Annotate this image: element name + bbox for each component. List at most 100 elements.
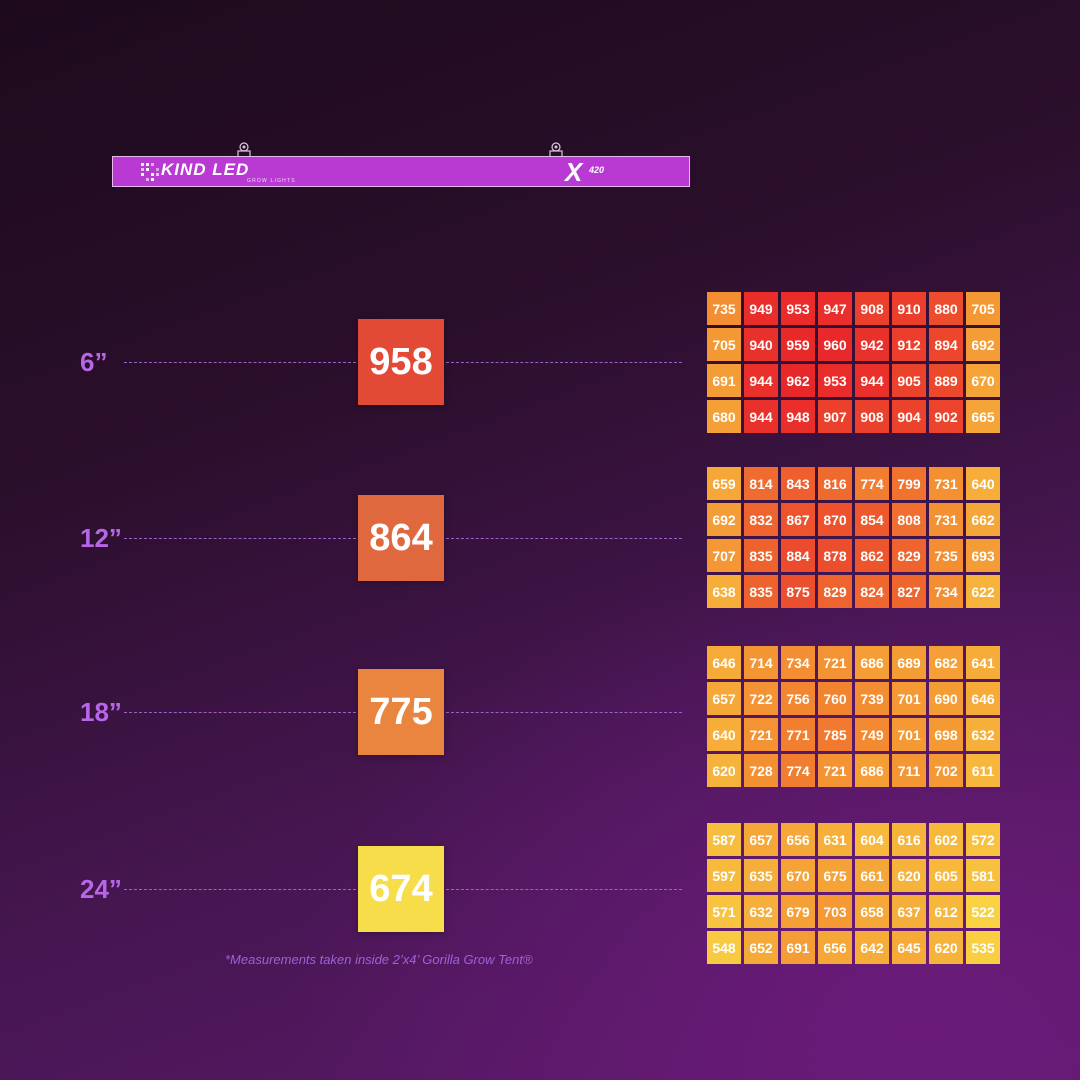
heatmap-cell: 832 bbox=[744, 503, 778, 536]
average-ppfd-box: 958 bbox=[358, 319, 444, 405]
heatmap-cell: 894 bbox=[929, 328, 963, 361]
heatmap-cell: 640 bbox=[966, 467, 1000, 500]
heatmap-cell: 905 bbox=[892, 364, 926, 397]
heatmap-cell: 705 bbox=[966, 292, 1000, 325]
height-label: 24” bbox=[80, 874, 122, 904]
heatmap-cell: 686 bbox=[855, 646, 889, 679]
heatmap-cell: 597 bbox=[707, 859, 741, 892]
heatmap-cell: 722 bbox=[744, 682, 778, 715]
heatmap-cell: 661 bbox=[855, 859, 889, 892]
heatmap-cell: 658 bbox=[855, 895, 889, 928]
heatmap-cell: 827 bbox=[892, 575, 926, 608]
heatmap-cell: 940 bbox=[744, 328, 778, 361]
heatmap-cell: 908 bbox=[855, 400, 889, 433]
heatmap-cell: 799 bbox=[892, 467, 926, 500]
heatmap-cell: 944 bbox=[744, 400, 778, 433]
heatmap-cell: 602 bbox=[929, 823, 963, 856]
heatmap-cell: 843 bbox=[781, 467, 815, 500]
dashed-guide-line bbox=[124, 362, 356, 363]
hanger-hook-icon bbox=[549, 142, 563, 157]
heatmap-cell: 735 bbox=[929, 539, 963, 572]
heatmap-cell: 734 bbox=[929, 575, 963, 608]
heatmap-cell: 756 bbox=[781, 682, 815, 715]
heatmap-cell: 862 bbox=[855, 539, 889, 572]
height-label: 18” bbox=[80, 697, 122, 727]
heatmap-cell: 692 bbox=[707, 503, 741, 536]
heatmap-cell: 646 bbox=[966, 682, 1000, 715]
heatmap-cell: 571 bbox=[707, 895, 741, 928]
heatmap-cell: 645 bbox=[892, 931, 926, 964]
heatmap-cell: 620 bbox=[929, 931, 963, 964]
heatmap-cell: 728 bbox=[744, 754, 778, 787]
heatmap-cell: 659 bbox=[707, 467, 741, 500]
heatmap-cell: 692 bbox=[966, 328, 1000, 361]
heatmap-cell: 774 bbox=[781, 754, 815, 787]
heatmap-cell: 620 bbox=[892, 859, 926, 892]
heatmap-cell: 814 bbox=[744, 467, 778, 500]
heatmap-cell: 604 bbox=[855, 823, 889, 856]
heatmap-cell: 774 bbox=[855, 467, 889, 500]
heatmap-cell: 912 bbox=[892, 328, 926, 361]
heatmap-cell: 907 bbox=[818, 400, 852, 433]
dashed-guide-line bbox=[124, 538, 356, 539]
heatmap-cell: 698 bbox=[929, 718, 963, 751]
heatmap-cell: 682 bbox=[929, 646, 963, 679]
heatmap-cell: 953 bbox=[781, 292, 815, 325]
heatmap-cell: 637 bbox=[892, 895, 926, 928]
heatmap-cell: 548 bbox=[707, 931, 741, 964]
heatmap-cell: 703 bbox=[818, 895, 852, 928]
heatmap-cell: 665 bbox=[966, 400, 1000, 433]
heatmap-cell: 816 bbox=[818, 467, 852, 500]
heatmap-cell: 702 bbox=[929, 754, 963, 787]
heatmap-cell: 622 bbox=[966, 575, 1000, 608]
heatmap-cell: 942 bbox=[855, 328, 889, 361]
heatmap-cell: 670 bbox=[966, 364, 1000, 397]
heatmap-cell: 675 bbox=[818, 859, 852, 892]
heatmap-cell: 662 bbox=[966, 503, 1000, 536]
heatmap-cell: 640 bbox=[707, 718, 741, 751]
heatmap-cell: 701 bbox=[892, 718, 926, 751]
heatmap-cell: 944 bbox=[744, 364, 778, 397]
heatmap-cell: 689 bbox=[892, 646, 926, 679]
heatmap-cell: 735 bbox=[707, 292, 741, 325]
dashed-guide-line bbox=[124, 712, 356, 713]
heatmap-cell: 691 bbox=[707, 364, 741, 397]
heatmap-cell: 707 bbox=[707, 539, 741, 572]
heatmap-cell: 731 bbox=[929, 503, 963, 536]
heatmap-cell: 835 bbox=[744, 539, 778, 572]
heatmap-cell: 808 bbox=[892, 503, 926, 536]
average-ppfd-box: 864 bbox=[358, 495, 444, 581]
heatmap-cell: 686 bbox=[855, 754, 889, 787]
heatmap-cell: 749 bbox=[855, 718, 889, 751]
heatmap-cell: 631 bbox=[818, 823, 852, 856]
brand-name: KIND LED bbox=[161, 160, 250, 179]
heatmap-cell: 947 bbox=[818, 292, 852, 325]
dashed-guide-line bbox=[446, 538, 682, 539]
heatmap-cell: 878 bbox=[818, 539, 852, 572]
heatmap-cell: 701 bbox=[892, 682, 926, 715]
heatmap-cell: 691 bbox=[781, 931, 815, 964]
heatmap-cell: 642 bbox=[855, 931, 889, 964]
heatmap-cell: 711 bbox=[892, 754, 926, 787]
heatmap-cell: 944 bbox=[855, 364, 889, 397]
heatmap-cell: 641 bbox=[966, 646, 1000, 679]
heatmap-cell: 657 bbox=[707, 682, 741, 715]
heatmap-cell: 908 bbox=[855, 292, 889, 325]
heatmap-cell: 652 bbox=[744, 931, 778, 964]
heatmap-cell: 739 bbox=[855, 682, 889, 715]
heatmap-cell: 953 bbox=[818, 364, 852, 397]
dashed-guide-line bbox=[446, 889, 682, 890]
heatmap-cell: 771 bbox=[781, 718, 815, 751]
grow-light-fixture: KIND LED GROW LIGHTS X 420 bbox=[112, 142, 690, 187]
heatmap-cell: 731 bbox=[929, 467, 963, 500]
heatmap-cell: 690 bbox=[929, 682, 963, 715]
heatmap-cell: 605 bbox=[929, 859, 963, 892]
model-letter: X bbox=[565, 157, 583, 187]
heatmap-cell: 785 bbox=[818, 718, 852, 751]
heatmap-cell: 962 bbox=[781, 364, 815, 397]
heatmap-cell: 904 bbox=[892, 400, 926, 433]
heatmap-cell: 902 bbox=[929, 400, 963, 433]
dashed-guide-line bbox=[446, 712, 682, 713]
heatmap-cell: 670 bbox=[781, 859, 815, 892]
heatmap-cell: 714 bbox=[744, 646, 778, 679]
